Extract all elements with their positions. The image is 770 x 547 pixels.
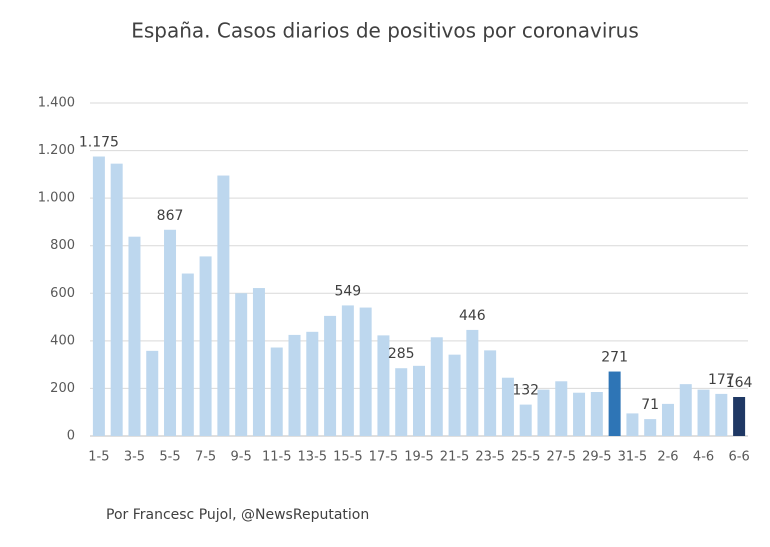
y-tick-label: 600 [50, 286, 75, 301]
x-tick-label: 11-5 [262, 450, 292, 465]
bar [484, 350, 497, 436]
bar [252, 288, 265, 436]
value-label: 132 [512, 383, 539, 399]
x-tick-label: 6-6 [728, 450, 749, 465]
y-tick-label: 1.000 [38, 191, 75, 206]
bar [146, 350, 159, 436]
value-label: 446 [459, 308, 486, 324]
y-tick-label: 0 [67, 429, 75, 444]
bar [217, 175, 230, 436]
x-tick-label: 23-5 [475, 450, 505, 465]
y-tick-label: 400 [50, 333, 75, 348]
bar [573, 392, 586, 436]
chart-title: España. Casos diarios de positivos por c… [131, 19, 639, 43]
bar [270, 347, 283, 436]
y-tick-label: 800 [50, 238, 75, 253]
y-tick-label: 1.200 [38, 143, 75, 158]
bar [235, 293, 248, 436]
y-tick-label: 1.400 [38, 96, 75, 111]
bar [608, 371, 621, 436]
bar [430, 337, 443, 436]
bar [341, 305, 354, 436]
bar [679, 384, 692, 436]
value-label: 177 [708, 372, 735, 388]
x-tick-label: 21-5 [440, 450, 470, 465]
x-tick-label: 3-5 [124, 450, 145, 465]
bar [92, 156, 105, 436]
value-label: 285 [388, 346, 415, 362]
bar [715, 393, 728, 436]
value-label: 271 [601, 350, 628, 366]
value-label: 1.175 [79, 135, 119, 151]
x-tick-label: 13-5 [298, 450, 328, 465]
x-tick-label: 25-5 [511, 450, 541, 465]
bar [537, 389, 550, 436]
bar [644, 419, 657, 436]
bar [466, 329, 479, 436]
bar [306, 331, 319, 436]
x-tick-label: 4-6 [693, 450, 714, 465]
bar [555, 381, 568, 436]
x-tick-label: 1-5 [88, 450, 109, 465]
source: Por Francesc Pujol, @NewsReputation [106, 507, 369, 523]
bar [733, 396, 746, 436]
x-tick-label: 2-6 [657, 450, 678, 465]
bar [395, 368, 408, 436]
bar [181, 273, 194, 436]
bar [128, 236, 141, 436]
bar [501, 377, 514, 436]
bar [199, 256, 212, 436]
x-tick-label: 31-5 [618, 450, 648, 465]
bar [110, 163, 123, 436]
bar [590, 391, 603, 436]
x-tick-label: 5-5 [159, 450, 180, 465]
bar [519, 404, 532, 436]
x-tick-label: 19-5 [404, 450, 434, 465]
value-label: 71 [641, 397, 659, 413]
bar [324, 315, 337, 436]
x-tick-label: 7-5 [195, 450, 216, 465]
bar [377, 335, 390, 436]
bar [448, 354, 461, 436]
bar [359, 307, 372, 436]
x-tick-label: 27-5 [547, 450, 577, 465]
value-label: 164 [726, 375, 753, 391]
x-tick-label: 17-5 [369, 450, 399, 465]
x-tick-label: 15-5 [333, 450, 363, 465]
y-tick-label: 200 [50, 381, 75, 396]
value-label: 549 [334, 283, 361, 299]
bar [626, 413, 639, 436]
value-label: 867 [157, 208, 184, 224]
x-tick-label: 9-5 [231, 450, 252, 465]
bar [661, 403, 674, 436]
x-tick-label: 29-5 [582, 450, 612, 465]
bar [413, 365, 425, 436]
bar [697, 389, 710, 436]
bar [288, 334, 301, 436]
bar [164, 229, 177, 436]
